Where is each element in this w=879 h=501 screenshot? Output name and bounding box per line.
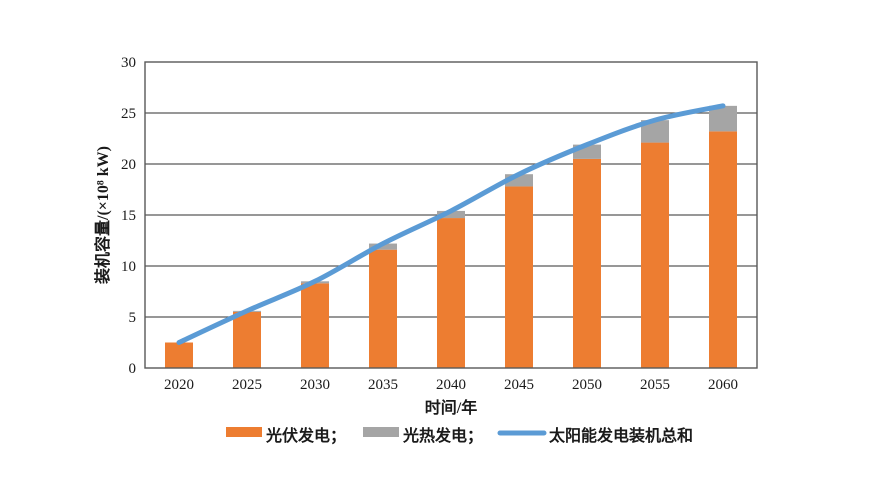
plot-frame xyxy=(144,61,758,369)
y-tick-label-0: 0 xyxy=(129,361,137,377)
bar-光伏发电-2020 xyxy=(165,342,193,368)
x-tick-label-2060: 2060 xyxy=(708,377,738,393)
y-axis-title: 装机容量/(×10⁸ kW) xyxy=(93,146,112,285)
bar-光热发电-2055 xyxy=(641,120,669,143)
x-axis-title: 时间/年 xyxy=(425,398,477,417)
legend-label-pv: 光伏发电； xyxy=(265,426,346,445)
total-line xyxy=(176,103,726,345)
bar-光伏发电-2040 xyxy=(437,218,465,368)
bar-光伏发电-2050 xyxy=(573,158,601,368)
x-tick-label-2050: 2050 xyxy=(572,377,602,393)
bar-光伏发电-2055 xyxy=(641,142,669,368)
total-line-series xyxy=(176,103,726,345)
y-tick-label-20: 20 xyxy=(121,157,136,173)
bar-series xyxy=(165,105,737,368)
x-tick-label-2045: 2045 xyxy=(504,377,534,393)
legend: 光伏发电； 光热发电； 太阳能发电装机总和 xyxy=(226,426,693,445)
x-tick-label-2055: 2055 xyxy=(640,377,670,393)
plot-border xyxy=(144,61,758,369)
x-tick-label-2020: 2020 xyxy=(164,377,194,393)
bar-光伏发电-2030 xyxy=(301,283,329,368)
y-axis: 0 5 10 15 20 25 30 装机容量/(×10⁸ kW) xyxy=(93,55,136,377)
x-tick-label-2030: 2030 xyxy=(300,377,330,393)
x-tick-label-2040: 2040 xyxy=(436,377,466,393)
bar-光伏发电-2045 xyxy=(505,186,533,368)
x-tick-label-2025: 2025 xyxy=(232,377,262,393)
bar-光热发电-2040 xyxy=(437,210,465,219)
bar-光伏发电-2035 xyxy=(369,249,397,368)
x-tick-label-2035: 2035 xyxy=(368,377,398,393)
bar-光热发电-2035 xyxy=(369,243,397,250)
y-tick-label-10: 10 xyxy=(121,259,136,275)
legend-label-csp: 光热发电； xyxy=(402,426,483,445)
legend-swatch-pv xyxy=(226,427,262,437)
y-tick-label-5: 5 xyxy=(129,310,137,326)
legend-swatch-csp xyxy=(363,427,399,437)
legend-label-total: 太阳能发电装机总和 xyxy=(548,426,693,445)
x-axis: 2020 2025 2030 2035 2040 2045 2050 2055 2060 时间/年 xyxy=(164,377,738,417)
y-tick-label-30: 30 xyxy=(121,55,136,71)
y-tick-label-25: 25 xyxy=(121,106,136,122)
y-tick-label-15: 15 xyxy=(121,208,136,224)
bar-光伏发电-2025 xyxy=(233,311,261,368)
bar-光伏发电-2060 xyxy=(709,131,737,368)
